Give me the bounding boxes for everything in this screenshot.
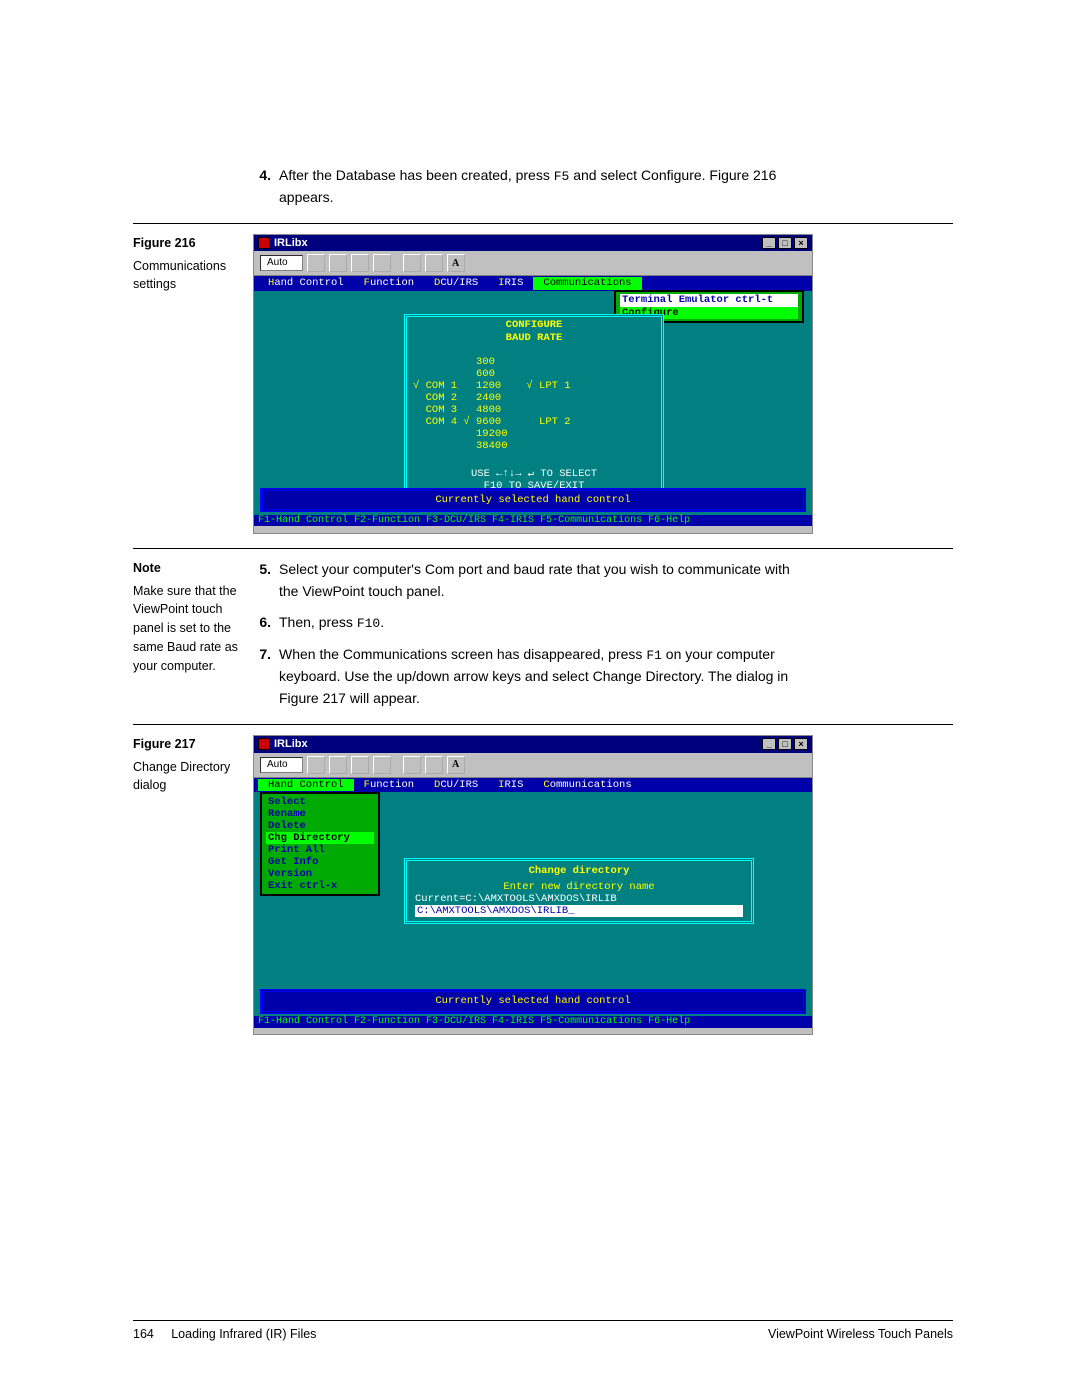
auto-dropdown[interactable]: Auto — [260, 255, 303, 271]
menu-item-delete[interactable]: Delete — [266, 820, 374, 832]
close-icon[interactable]: × — [794, 237, 808, 249]
auto-dropdown[interactable]: Auto — [260, 757, 303, 773]
toolbar-btn[interactable] — [373, 254, 391, 272]
menu-item-chg-directory[interactable]: Chg Directory — [266, 832, 374, 844]
footer-section: Loading Infrared (IR) Files — [171, 1327, 316, 1341]
menu-communications[interactable]: Communications — [533, 277, 641, 289]
screenshot-change-directory: IRLibx _ □ × Auto A — [253, 735, 813, 1035]
toolbar-btn[interactable] — [307, 254, 325, 272]
menu-item-select[interactable]: Select — [266, 796, 374, 808]
fkey-bar: F1-Hand Control F2-Function F3-DCU/IRS F… — [254, 1016, 812, 1028]
menu-item-terminal[interactable]: Terminal Emulator ctrl-t — [620, 294, 798, 306]
toolbar-btn[interactable] — [329, 254, 347, 272]
directory-input[interactable]: C:\AMXTOOLS\AMXDOS\IRLIB_ — [415, 905, 743, 917]
toolbar-btn[interactable] — [329, 756, 347, 774]
toolbar-btn[interactable] — [373, 756, 391, 774]
figure-label: Figure 216 — [133, 234, 253, 253]
toolbar-btn[interactable] — [307, 756, 325, 774]
screenshot-communications: IRLibx _ □ × Auto A — [253, 234, 813, 534]
app-icon — [258, 738, 270, 750]
figure-label: Figure 217 — [133, 735, 253, 754]
menu-hand-control[interactable]: Hand Control — [258, 779, 354, 791]
dos-menubar: Hand Control Function DCU/IRS IRIS Commu… — [254, 276, 812, 290]
toolbar-btn[interactable] — [351, 756, 369, 774]
change-directory-dialog: Change directory Enter new directory nam… — [404, 858, 754, 924]
toolbar-btn[interactable] — [425, 254, 443, 272]
figure-caption: Change Directory dialog — [133, 758, 253, 796]
figure-caption: Communications settings — [133, 257, 253, 295]
toolbar-btn[interactable] — [403, 756, 421, 774]
status-bar: Currently selected hand control — [260, 488, 806, 512]
key-f5: F5 — [554, 169, 570, 184]
divider — [133, 724, 953, 725]
page-number: 164 — [133, 1327, 154, 1341]
menu-item-print-all[interactable]: Print All — [266, 844, 374, 856]
toolbar-btn[interactable] — [403, 254, 421, 272]
minimize-icon[interactable]: _ — [762, 738, 776, 750]
toolbar-btn[interactable] — [425, 756, 443, 774]
footer-title: ViewPoint Wireless Touch Panels — [768, 1327, 953, 1341]
menu-iris[interactable]: IRIS — [488, 277, 533, 289]
toolbar-font-btn[interactable]: A — [447, 254, 465, 272]
status-bar: Currently selected hand control — [260, 989, 806, 1013]
window-controls: _ □ × — [762, 738, 808, 750]
maximize-icon[interactable]: □ — [778, 237, 792, 249]
divider — [133, 548, 953, 549]
menu-communications[interactable]: Communications — [533, 779, 641, 791]
key-f10: F10 — [357, 616, 380, 631]
toolbar-btn[interactable] — [351, 254, 369, 272]
menu-function[interactable]: Function — [354, 277, 424, 289]
menu-item-rename[interactable]: Rename — [266, 808, 374, 820]
window-title: IRLibx — [274, 738, 308, 751]
step-text: After the Database has been created, pre… — [279, 165, 813, 209]
menu-iris[interactable]: IRIS — [488, 779, 533, 791]
step-4: 4. After the Database has been created, … — [253, 165, 813, 209]
note-body: Make sure that the ViewPoint touch panel… — [133, 582, 253, 676]
close-icon[interactable]: × — [794, 738, 808, 750]
menu-dcu-irs[interactable]: DCU/IRS — [424, 277, 488, 289]
menu-hand-control[interactable]: Hand Control — [258, 277, 354, 289]
step-7: 7. When the Communications screen has di… — [253, 644, 813, 710]
window-controls: _ □ × — [762, 237, 808, 249]
menu-item-exit[interactable]: Exit ctrl-x — [266, 880, 374, 892]
page-footer: 164 Loading Infrared (IR) Files ViewPoin… — [133, 1320, 953, 1341]
menu-item-get-info[interactable]: Get Info — [266, 856, 374, 868]
minimize-icon[interactable]: _ — [762, 237, 776, 249]
window-title: IRLibx — [274, 237, 308, 250]
step-5: 5. Select your computer's Com port and b… — [253, 559, 813, 602]
dos-menubar: Hand Control Function DCU/IRS IRIS Commu… — [254, 778, 812, 792]
menu-item-version[interactable]: Version — [266, 868, 374, 880]
fkey-bar: F1-Hand Control F2-Function F3-DCU/IRS F… — [254, 515, 812, 527]
configure-dialog: CONFIGURE BAUD RATE 300 600 √ COM 1 1200… — [404, 314, 664, 511]
maximize-icon[interactable]: □ — [778, 738, 792, 750]
app-icon — [258, 237, 270, 249]
toolbar-font-btn[interactable]: A — [447, 756, 465, 774]
divider — [133, 223, 953, 224]
step-6: 6. Then, press F10. — [253, 612, 813, 634]
step-num: 4. — [253, 165, 279, 209]
key-f1: F1 — [646, 648, 662, 663]
menu-dcu-irs[interactable]: DCU/IRS — [424, 779, 488, 791]
menu-function[interactable]: Function — [354, 779, 424, 791]
note-label: Note — [133, 559, 253, 578]
